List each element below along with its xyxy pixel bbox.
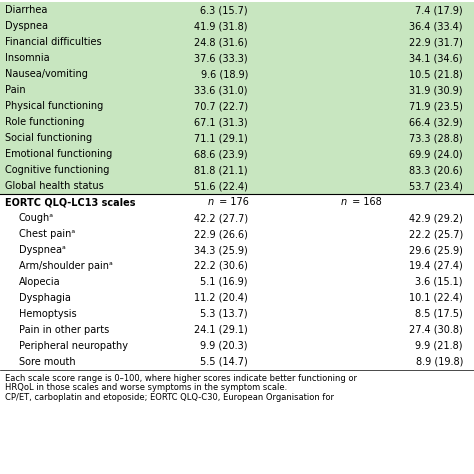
Text: 69.9 (24.0): 69.9 (24.0) [410,149,463,159]
Text: Coughᵃ: Coughᵃ [19,213,54,223]
Text: 27.4 (30.8): 27.4 (30.8) [409,325,463,335]
Text: 9.9 (20.3): 9.9 (20.3) [201,341,248,351]
Text: 9.6 (18.9): 9.6 (18.9) [201,69,248,79]
Text: 31.9 (30.9): 31.9 (30.9) [410,85,463,95]
Text: 22.9 (31.7): 22.9 (31.7) [409,37,463,47]
Text: Alopecia: Alopecia [19,277,61,287]
Text: Emotional functioning: Emotional functioning [5,149,112,159]
Text: Financial difficulties: Financial difficulties [5,37,101,47]
Text: 6.3 (15.7): 6.3 (15.7) [201,5,248,15]
Text: Arm/shoulder painᵃ: Arm/shoulder painᵃ [19,261,113,271]
Text: Dyspnea: Dyspnea [5,21,48,31]
Text: 10.5 (21.8): 10.5 (21.8) [409,69,463,79]
Text: 37.6 (33.3): 37.6 (33.3) [194,53,248,63]
Text: Each scale score range is 0–100, where higher scores indicate better functioning: Each scale score range is 0–100, where h… [5,374,357,383]
Text: EORTC QLQ-LC13 scales: EORTC QLQ-LC13 scales [5,197,136,207]
Text: 42.2 (27.7): 42.2 (27.7) [194,213,248,223]
Text: 8.5 (17.5): 8.5 (17.5) [415,309,463,319]
Text: 19.4 (27.4): 19.4 (27.4) [409,261,463,271]
Text: 81.8 (21.1): 81.8 (21.1) [194,165,248,175]
Text: $n$: $n$ [207,197,215,207]
Text: 41.9 (31.8): 41.9 (31.8) [194,21,248,31]
Text: 66.4 (32.9): 66.4 (32.9) [410,117,463,127]
Text: CP/ET, carboplatin and etoposide; EORTC QLQ-C30, European Organisation for: CP/ET, carboplatin and etoposide; EORTC … [5,393,334,402]
Bar [0,2,474,194]
Text: Pain in other parts: Pain in other parts [19,325,109,335]
Text: 51.6 (22.4): 51.6 (22.4) [194,181,248,191]
Text: 5.3 (13.7): 5.3 (13.7) [201,309,248,319]
Text: 67.1 (31.3): 67.1 (31.3) [194,117,248,127]
Text: $n$: $n$ [340,197,347,207]
Text: Social functioning: Social functioning [5,133,92,143]
Text: 68.6 (23.9): 68.6 (23.9) [194,149,248,159]
Text: Dyspneaᵃ: Dyspneaᵃ [19,245,66,255]
Text: 22.2 (30.6): 22.2 (30.6) [194,261,248,271]
Text: Insomnia: Insomnia [5,53,50,63]
Text: 71.9 (23.5): 71.9 (23.5) [409,101,463,111]
Text: 11.2 (20.4): 11.2 (20.4) [194,293,248,303]
Text: 9.9 (21.8): 9.9 (21.8) [416,341,463,351]
Text: 24.1 (29.1): 24.1 (29.1) [194,325,248,335]
Text: 10.1 (22.4): 10.1 (22.4) [409,293,463,303]
Text: 7.4 (17.9): 7.4 (17.9) [415,5,463,15]
Text: Dysphagia: Dysphagia [19,293,71,303]
Text: HRQoL in those scales and worse symptoms in the symptom scale.: HRQoL in those scales and worse symptoms… [5,383,287,392]
Text: 24.8 (31.6): 24.8 (31.6) [194,37,248,47]
Text: = 168: = 168 [349,197,382,207]
Text: 33.6 (31.0): 33.6 (31.0) [194,85,248,95]
Text: 22.2 (25.7): 22.2 (25.7) [409,229,463,239]
Text: Role functioning: Role functioning [5,117,84,127]
Text: Chest painᵃ: Chest painᵃ [19,229,75,239]
Text: 71.1 (29.1): 71.1 (29.1) [194,133,248,143]
Text: Pain: Pain [5,85,26,95]
Text: 73.3 (28.8): 73.3 (28.8) [409,133,463,143]
Text: Nausea/vomiting: Nausea/vomiting [5,69,88,79]
Text: 3.6 (15.1): 3.6 (15.1) [416,277,463,287]
Text: 42.9 (29.2): 42.9 (29.2) [409,213,463,223]
Text: Diarrhea: Diarrhea [5,5,47,15]
Text: Global health status: Global health status [5,181,104,191]
Text: 53.7 (23.4): 53.7 (23.4) [409,181,463,191]
Text: 29.6 (25.9): 29.6 (25.9) [409,245,463,255]
Text: 5.1 (16.9): 5.1 (16.9) [201,277,248,287]
Text: 5.5 (14.7): 5.5 (14.7) [200,357,248,367]
Text: 34.3 (25.9): 34.3 (25.9) [194,245,248,255]
Text: 22.9 (26.6): 22.9 (26.6) [194,229,248,239]
Text: Physical functioning: Physical functioning [5,101,103,111]
Text: Sore mouth: Sore mouth [19,357,76,367]
Text: 36.4 (33.4): 36.4 (33.4) [410,21,463,31]
Text: 34.1 (34.6): 34.1 (34.6) [410,53,463,63]
Text: 83.3 (20.6): 83.3 (20.6) [410,165,463,175]
Text: Hemoptysis: Hemoptysis [19,309,77,319]
Text: 8.9 (19.8): 8.9 (19.8) [416,357,463,367]
Text: = 176: = 176 [216,197,249,207]
Text: Peripheral neuropathy: Peripheral neuropathy [19,341,128,351]
Text: 70.7 (22.7): 70.7 (22.7) [194,101,248,111]
Text: Cognitive functioning: Cognitive functioning [5,165,109,175]
